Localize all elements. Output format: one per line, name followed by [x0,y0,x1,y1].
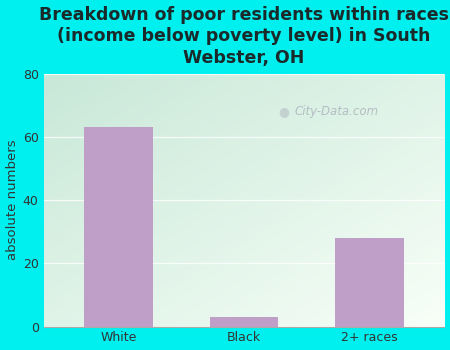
Bar [84,127,153,327]
Text: City-Data.com: City-Data.com [294,105,378,118]
Text: ●: ● [279,105,289,118]
Y-axis label: absolute numbers: absolute numbers [5,140,18,260]
Bar [335,238,404,327]
Bar [210,317,279,327]
Title: Breakdown of poor residents within races
(income below poverty level) in South
W: Breakdown of poor residents within races… [39,6,449,66]
